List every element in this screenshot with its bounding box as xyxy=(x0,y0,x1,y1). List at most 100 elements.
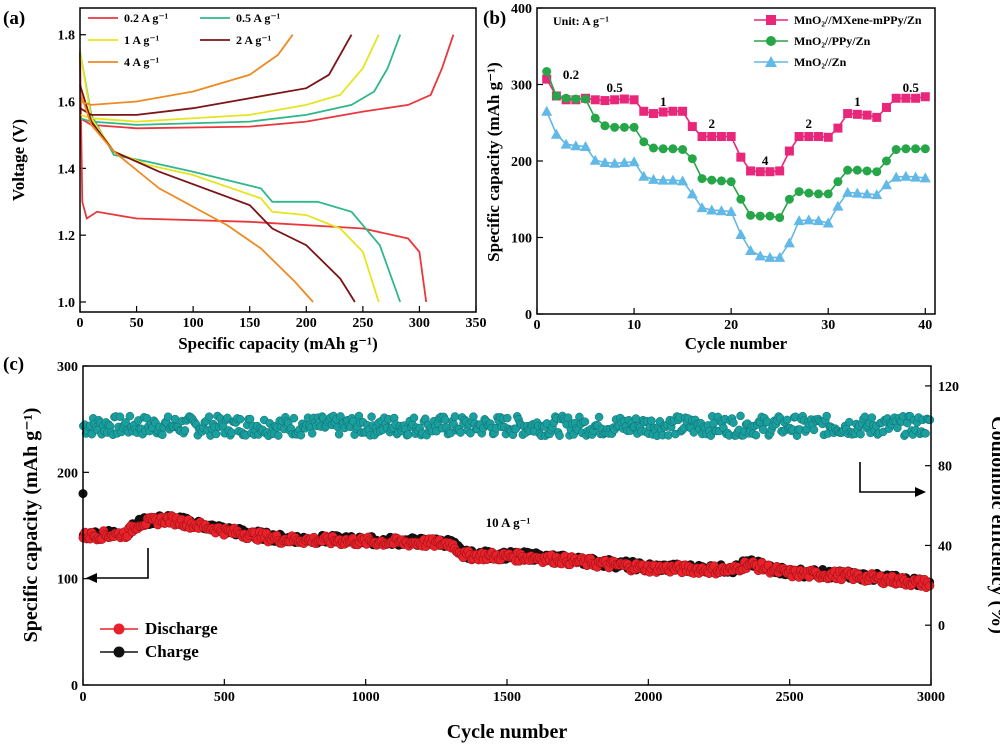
c-ce-point xyxy=(466,428,475,438)
panel-a-label: (a) xyxy=(3,8,25,29)
panel-b-ylabel: Specific capacity (mAh g⁻¹) xyxy=(484,62,503,262)
c-ce-point xyxy=(204,412,214,421)
c-ce-point xyxy=(729,418,738,427)
b-point xyxy=(813,215,825,226)
b-point xyxy=(843,109,853,119)
c-ce-point xyxy=(736,411,745,421)
c-ytick-left-label: 300 xyxy=(57,360,78,375)
c-ce-point xyxy=(594,412,604,422)
b-point xyxy=(570,140,582,151)
b-point xyxy=(600,121,610,131)
b-point xyxy=(783,237,795,248)
c-legend-marker xyxy=(113,646,125,658)
c-ytick-left-label: 200 xyxy=(57,466,78,481)
b-point xyxy=(697,174,707,184)
b-point xyxy=(619,122,629,132)
b-rate-label: 2 xyxy=(806,116,813,131)
b-point xyxy=(861,188,873,199)
b-point xyxy=(872,167,882,177)
c-ce-point xyxy=(211,429,221,439)
b-rate-label: 1 xyxy=(854,94,861,109)
b-point xyxy=(687,154,697,164)
a-curve-charge xyxy=(79,34,353,116)
panel-b-label: (b) xyxy=(483,8,506,29)
b-point xyxy=(784,194,794,204)
c-ce-point xyxy=(503,413,512,423)
a-ytick-label: 1.6 xyxy=(58,96,76,111)
left-axis-arrow xyxy=(86,548,149,583)
b-legend-label: MnO₂//MXene-mPPy/Zn xyxy=(794,13,922,27)
c-ce-point xyxy=(440,415,450,425)
b-point xyxy=(901,144,911,154)
a-xtick-label: 250 xyxy=(352,316,373,331)
panel-b-unit-label: Unit: A g⁻¹ xyxy=(553,14,609,28)
a-legend-label: 4 A g⁻¹ xyxy=(124,55,160,69)
b-point xyxy=(842,186,854,197)
a-ytick-label: 1.4 xyxy=(58,162,76,177)
b-ytick-label: 100 xyxy=(511,232,532,247)
b-point xyxy=(803,214,815,225)
a-legend-label: 0.5 A g⁻¹ xyxy=(236,11,281,25)
c-xtick-label: 1000 xyxy=(352,690,380,705)
c-ce-point xyxy=(758,425,768,434)
panel-a-ylabel: Voltage (V) xyxy=(9,119,28,201)
panel-b-legend: MnO₂//MXene-mPPy/Zn MnO₂//PPy/Zn MnO₂//Zn xyxy=(754,13,922,69)
b-point xyxy=(668,144,678,154)
c-ce-point xyxy=(782,415,792,425)
b-point xyxy=(590,113,600,123)
a-legend-label: 2 A g⁻¹ xyxy=(236,33,272,47)
c-ce-point xyxy=(867,413,877,422)
a-curve-charge xyxy=(79,34,402,126)
a-xtick-label: 50 xyxy=(130,316,144,331)
b-point xyxy=(919,172,931,183)
c-ce-point xyxy=(158,430,167,440)
b-point xyxy=(696,202,708,213)
a-xtick-label: 0 xyxy=(77,316,84,331)
b-point xyxy=(619,94,629,104)
b-point xyxy=(657,174,669,185)
b-point xyxy=(599,157,611,168)
b-ytick-label: 0 xyxy=(525,308,532,323)
a-xtick-label: 300 xyxy=(409,316,430,331)
b-point xyxy=(677,175,689,186)
b-point xyxy=(862,166,872,176)
c-ce-point xyxy=(334,430,344,439)
b-rate-label: 4 xyxy=(762,153,769,168)
panel-c-frame xyxy=(82,365,932,686)
c-xtick-label: 500 xyxy=(214,690,235,705)
b-point xyxy=(794,132,804,142)
c-ce-point xyxy=(647,416,656,425)
b-point xyxy=(648,143,658,153)
b-point xyxy=(852,109,862,119)
b-ytick-label: 400 xyxy=(511,2,532,17)
b-point xyxy=(629,95,639,105)
c-ce-point xyxy=(180,426,190,435)
c-ce-point xyxy=(296,430,306,440)
panel-c-annotation: 10 A g⁻¹ xyxy=(486,515,531,530)
c-xtick-label: 1500 xyxy=(493,690,521,705)
b-point xyxy=(687,122,697,132)
c-ce-point xyxy=(274,431,283,440)
b-point xyxy=(891,93,901,103)
b-point xyxy=(793,215,805,226)
c-discharge-point xyxy=(924,580,935,591)
b-point xyxy=(707,132,717,142)
b-point xyxy=(678,106,688,116)
b-xtick-label: 30 xyxy=(821,318,835,333)
b-point xyxy=(736,194,746,204)
c-ce-point xyxy=(664,431,673,440)
c-ce-point xyxy=(456,428,465,437)
b-point xyxy=(628,156,640,167)
b-point xyxy=(668,106,678,116)
b-point xyxy=(754,250,766,261)
b-point xyxy=(852,165,862,175)
b-series-line xyxy=(546,78,926,173)
b-point xyxy=(755,167,765,177)
c-xtick-label: 3000 xyxy=(917,690,945,705)
b-ytick-label: 300 xyxy=(511,79,532,94)
a-ytick-label: 1.2 xyxy=(58,229,76,244)
c-ce-point xyxy=(235,414,245,424)
a-curve-charge xyxy=(79,34,455,130)
c-ce-point xyxy=(227,428,236,437)
